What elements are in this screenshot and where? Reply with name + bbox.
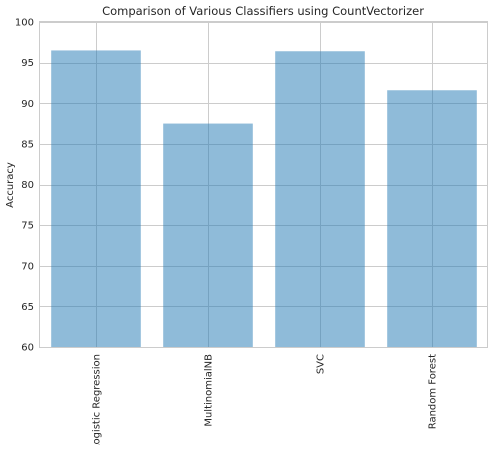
y-tick-labels: 60 65 70 75 80 85 90 95 100 (15, 18, 34, 354)
y-tick-label: 80 (21, 180, 34, 191)
bar-multinomialnb (163, 123, 253, 347)
y-tick-label: 60 (21, 343, 34, 354)
y-tick-label: 75 (21, 221, 34, 232)
bar-logistic-regression (51, 50, 141, 347)
y-tick-label: 85 (21, 139, 34, 150)
y-tick-label: 65 (21, 302, 34, 313)
y-tick-label: 95 (21, 58, 34, 69)
bar-random-forest (387, 90, 477, 347)
plot-frame (39, 21, 488, 348)
bar-svc (275, 51, 365, 347)
x-tick-label: SVC (316, 354, 327, 374)
x-tick-label: MultinomialNB (204, 354, 215, 427)
chart-title: Comparison of Various Classifiers using … (102, 4, 424, 18)
y-tick-label: 70 (21, 261, 34, 272)
x-tick-labels: Logistic Regression MultinomialNB SVC Rando… (92, 354, 439, 449)
x-tick-label: Logistic Regression (92, 354, 103, 445)
y-tick-label: 100 (15, 18, 34, 29)
bars (51, 50, 477, 347)
x-tick-label: Random Forest (428, 354, 439, 429)
y-tick-label: 90 (21, 99, 34, 110)
y-axis-label: Accuracy (5, 162, 16, 208)
